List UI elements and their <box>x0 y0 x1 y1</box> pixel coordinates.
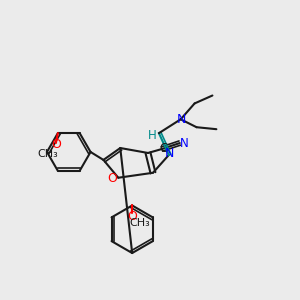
Text: CH₃: CH₃ <box>130 218 151 228</box>
Text: C: C <box>160 142 168 154</box>
Text: CH₃: CH₃ <box>38 149 58 159</box>
Text: O: O <box>107 172 117 185</box>
Text: N: N <box>177 113 186 126</box>
Text: H: H <box>148 129 156 142</box>
Text: O: O <box>127 210 137 223</box>
Text: N: N <box>180 136 189 150</box>
Text: N: N <box>165 148 175 160</box>
Text: O: O <box>51 137 61 151</box>
